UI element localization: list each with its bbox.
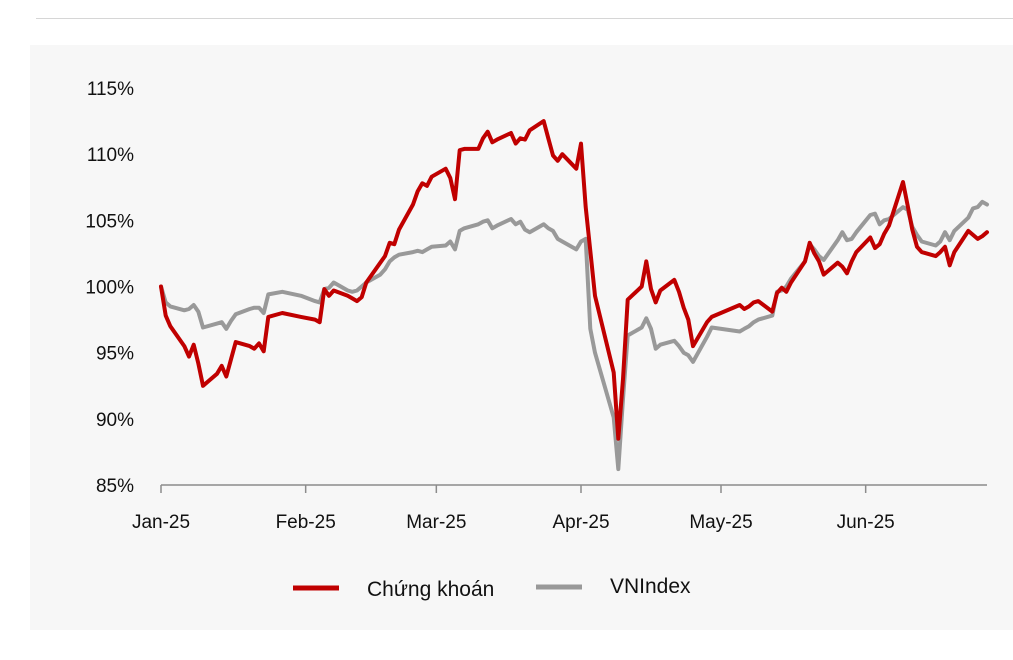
y-tick-label: 90% <box>96 410 134 431</box>
y-tick-label: 100% <box>85 278 134 299</box>
x-axis-ticks: Jan-25 Feb-25 Mar-25 Apr-25 May-25 Jun-25 <box>132 485 895 533</box>
series-line-chung-khoan <box>159 119 989 441</box>
x-tick-label: Mar-25 <box>406 512 466 533</box>
y-tick-label: 115% <box>87 79 134 100</box>
y-axis-ticks: 115% 110% 105% 100% 95% 90% 85% <box>85 79 134 497</box>
legend: Chứng khoán VNIndex <box>293 575 691 601</box>
series-line-vnindex <box>159 199 989 472</box>
y-tick-label: 95% <box>96 344 134 365</box>
legend-label-chung-khoan: Chứng khoán <box>367 578 494 601</box>
x-tick-label: Jan-25 <box>132 512 190 533</box>
chart-panel <box>30 45 1013 630</box>
series-lines <box>159 119 989 472</box>
x-tick-label: Apr-25 <box>552 512 609 533</box>
x-tick-label: May-25 <box>689 512 752 533</box>
x-tick-label: Feb-25 <box>276 512 336 533</box>
top-divider <box>36 18 1013 19</box>
x-tick-label: Jun-25 <box>837 512 895 533</box>
y-tick-label: 105% <box>85 211 134 232</box>
y-tick-label: 85% <box>96 476 134 497</box>
legend-label-vnindex: VNIndex <box>610 575 691 598</box>
y-tick-label: 110% <box>87 145 134 166</box>
